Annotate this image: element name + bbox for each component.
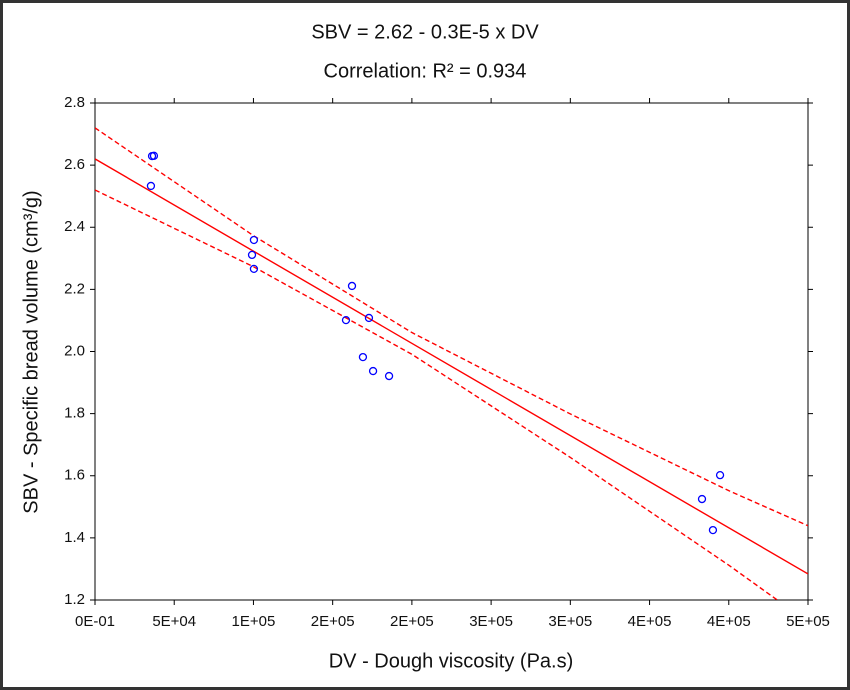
y-tick-label: 1.2 (64, 591, 85, 608)
data-point (715, 470, 725, 480)
x-tick-label: 5E+04 (152, 613, 196, 630)
data-point (249, 235, 259, 245)
data-point (358, 352, 368, 362)
data-point (341, 315, 351, 325)
x-tick-label: 2E+05 (311, 613, 355, 630)
data-point (708, 525, 718, 535)
confidence-band (95, 189, 779, 600)
plot-layer (95, 127, 808, 600)
chart-title: SBV = 2.62 - 0.3E-5 x DV (311, 21, 539, 43)
y-tick-label: 2.4 (64, 218, 85, 235)
y-tick-label: 1.4 (64, 529, 85, 546)
y-tick-label: 2.6 (64, 156, 85, 173)
x-tick-label: 2E+05 (390, 613, 434, 630)
data-point (364, 313, 374, 323)
data-point (249, 264, 259, 274)
data-point (146, 181, 156, 191)
data-point (247, 250, 257, 260)
data-point (384, 371, 394, 381)
confidence-band (95, 127, 808, 527)
data-point (149, 151, 159, 160)
y-axis-label: SBV - Specific bread volume (cm³/g) (20, 190, 42, 513)
x-tick-label: 0E-01 (75, 613, 115, 630)
data-point (697, 494, 707, 504)
x-tick-label: 4E+05 (628, 613, 672, 630)
x-tick-label: 3E+05 (469, 613, 513, 630)
x-tick-label: 1E+05 (232, 613, 276, 630)
y-tick-label: 2.0 (64, 342, 85, 359)
y-tick-label: 1.6 (64, 467, 85, 484)
chart-subtitle: Correlation: R² = 0.934 (324, 60, 527, 82)
data-point (368, 366, 378, 376)
x-tick-label: 4E+05 (707, 613, 751, 630)
x-tick-label: 3E+05 (548, 613, 592, 630)
fit-line (95, 158, 808, 575)
y-tick-label: 2.2 (64, 280, 85, 297)
y-tick-label: 2.8 (64, 94, 85, 111)
y-tick-label: 1.8 (64, 405, 85, 422)
x-axis-label: DV - Dough viscosity (Pa.s) (329, 650, 574, 672)
x-tick-label: 5E+05 (786, 613, 830, 630)
data-point (347, 281, 357, 291)
